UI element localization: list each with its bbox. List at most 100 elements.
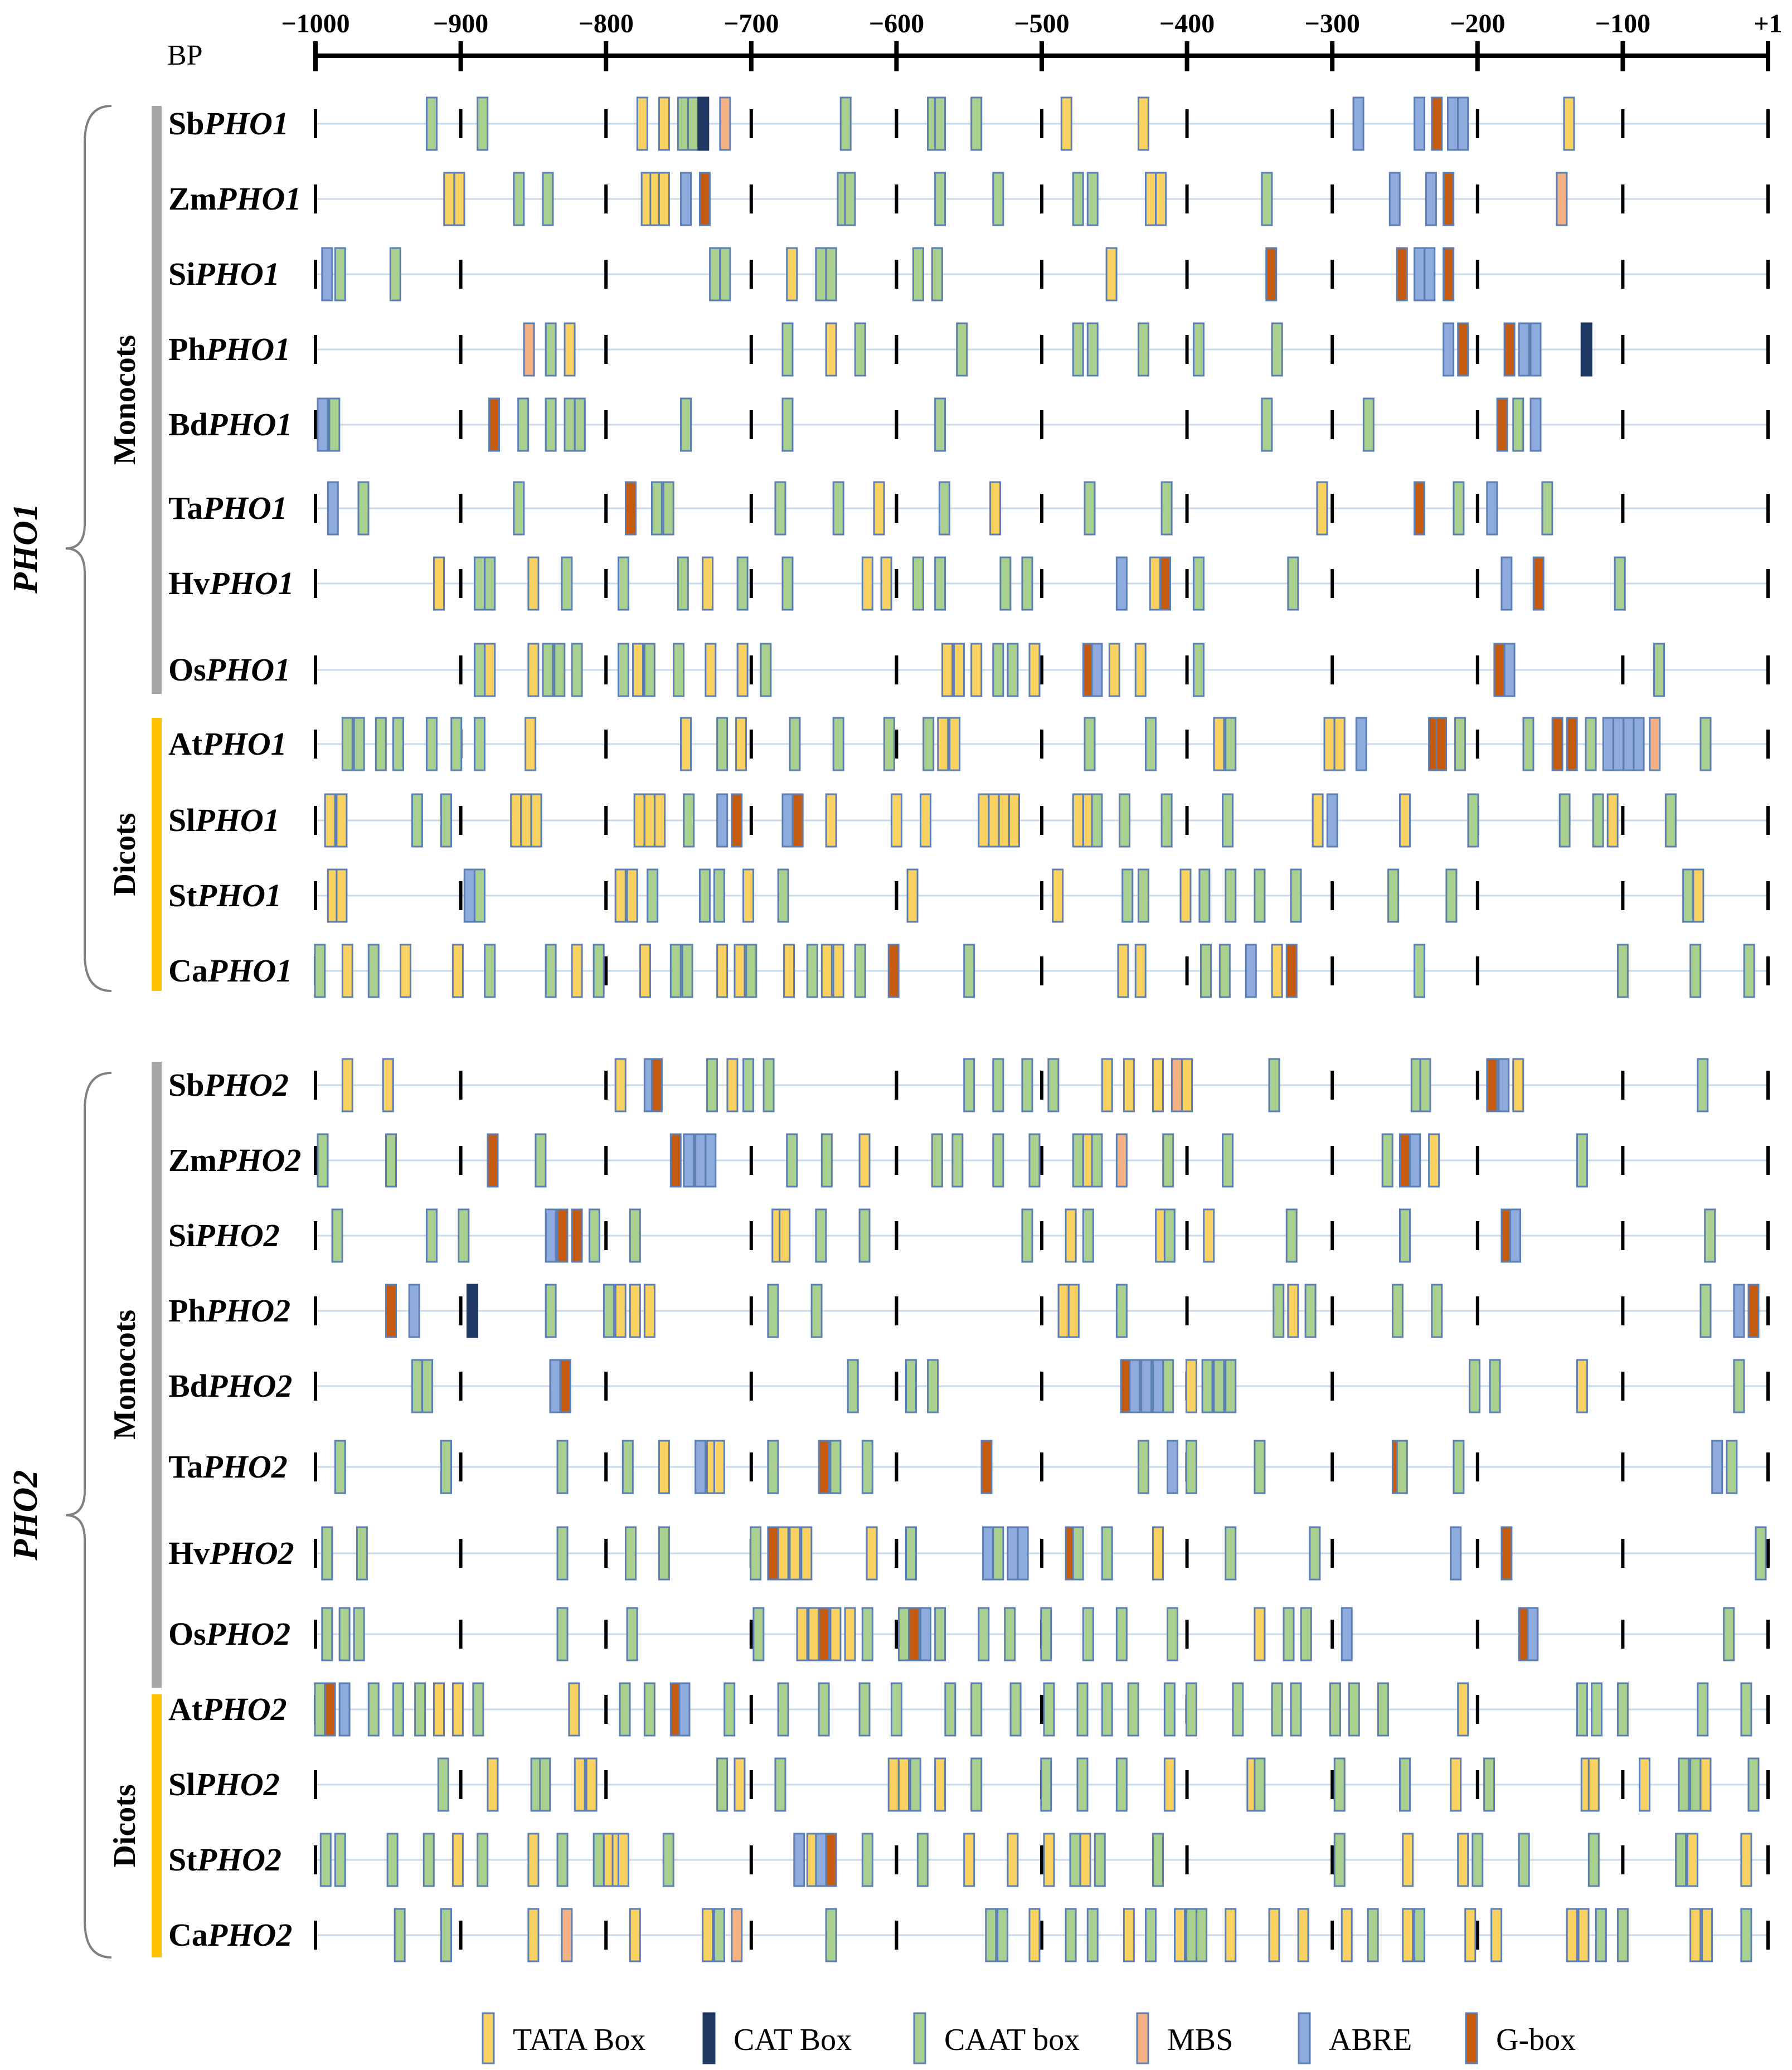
axis-tick-label: −200: [1450, 9, 1505, 38]
abre-element: [1091, 643, 1103, 697]
gene-species-prefix: Zm: [168, 181, 217, 217]
caat-element: [357, 481, 370, 536]
gene-species-prefix: Sb: [168, 105, 205, 142]
tata-element: [1043, 1833, 1055, 1887]
tata-element: [702, 1908, 714, 1962]
tata-element: [626, 868, 638, 923]
gene-name: BdPHO2: [168, 1368, 292, 1404]
gene-species-prefix: Os: [168, 652, 206, 688]
tata-element: [844, 1607, 856, 1661]
caat-element: [858, 1682, 871, 1737]
gbox-element: [1159, 556, 1172, 611]
gene-species-prefix: Ph: [168, 331, 206, 367]
abre-element: [695, 1133, 707, 1188]
gene-symbol: PHO2: [202, 1691, 286, 1727]
abre-element: [1152, 1359, 1164, 1413]
caat-element: [513, 172, 525, 226]
gene-name: SbPHO1: [168, 105, 289, 142]
gene-name: StPHO2: [168, 1841, 281, 1878]
tata-element: [571, 944, 583, 998]
caat-element: [1144, 1908, 1157, 1962]
caat-element: [774, 1757, 786, 1812]
caat-element: [1454, 717, 1466, 771]
gene-symbol: PHO1: [202, 726, 286, 762]
caat-element: [1590, 1682, 1602, 1737]
caat-element: [1254, 1757, 1266, 1812]
caat-element: [934, 397, 946, 452]
caat-element: [1084, 717, 1096, 771]
gene-species-prefix: Hv: [168, 1535, 210, 1571]
tata-element: [1740, 1833, 1752, 1887]
gene-symbol: PHO1: [206, 331, 290, 367]
axis-tick-label: +1: [1754, 9, 1782, 38]
caat-element: [477, 96, 489, 151]
tata-element: [953, 643, 965, 697]
caat-element: [334, 1833, 346, 1887]
caat-element: [742, 1058, 755, 1112]
gbox-element: [1443, 247, 1455, 302]
tata-element: [574, 1757, 586, 1812]
gbox-element: [767, 1526, 779, 1581]
abre-element: [1245, 944, 1257, 998]
tata-element: [1254, 1607, 1266, 1661]
tata-element: [1576, 1359, 1588, 1413]
gene-name: BdPHO1: [168, 406, 292, 443]
caat-element: [1086, 172, 1099, 226]
gene-rows: SbPHO1ZmPHO1SiPHO1PhPHO1BdPHO1TaPHO1HvPH…: [168, 96, 1770, 1962]
gene-species-prefix: Zm: [168, 1142, 217, 1178]
tata-element: [1213, 717, 1225, 771]
gene-row: AtPHO1: [168, 717, 1770, 771]
tata-element: [988, 793, 1000, 848]
caat-element: [1522, 717, 1534, 771]
abre-element: [1140, 1359, 1153, 1413]
caat-element: [588, 1208, 600, 1263]
tata-element: [1163, 1757, 1176, 1812]
legend-item: G-box: [1465, 2012, 1576, 2064]
gbox-element: [818, 1440, 830, 1494]
caat-element: [815, 1208, 827, 1263]
caat-element: [647, 868, 659, 923]
caat-element: [458, 1208, 470, 1263]
caat-element: [1453, 481, 1465, 536]
gene-species-prefix: Os: [168, 1616, 206, 1652]
axis-tick-label: −400: [1159, 9, 1215, 38]
gbox-element: [791, 793, 804, 848]
caat-element: [414, 1682, 426, 1737]
caat-element: [1040, 1757, 1052, 1812]
caat-element: [472, 1682, 484, 1737]
abre-element: [1446, 96, 1459, 151]
mbs-element: [1171, 1058, 1183, 1112]
caat-element: [1218, 944, 1231, 998]
caat-element: [1004, 1607, 1016, 1661]
caat-element: [1653, 643, 1665, 697]
tata-element: [887, 1757, 900, 1812]
caat-element: [421, 1359, 434, 1413]
tata-element: [735, 717, 747, 771]
caat-element: [970, 1682, 983, 1737]
pho1-group-label: PHO1: [7, 503, 45, 594]
gene-symbol: PHO1: [209, 565, 294, 601]
caat-element: [1072, 1526, 1084, 1581]
gbox-element: [385, 1284, 397, 1338]
gene-name: HvPHO1: [168, 565, 294, 601]
caat-element: [1021, 556, 1033, 611]
axis-tick-label: −700: [723, 9, 779, 38]
caat-element: [1399, 1208, 1411, 1263]
caat-element: [1222, 1133, 1234, 1188]
tata-element: [1028, 643, 1041, 697]
tata-element: [341, 944, 353, 998]
caat-element: [963, 1058, 975, 1112]
tata-element: [1065, 1208, 1077, 1263]
abre-element: [1450, 1526, 1462, 1581]
caat-element: [626, 1607, 638, 1661]
pho1-dicots-label: Dicots: [108, 813, 142, 896]
gbox-element: [650, 1058, 663, 1112]
caat-element: [1614, 556, 1626, 611]
caat-element: [321, 1607, 333, 1661]
caat-element: [997, 1908, 1009, 1962]
gbox-element: [487, 1133, 499, 1188]
tata-element: [632, 643, 644, 697]
gene-row: ZmPHO1: [168, 172, 1770, 226]
caat-element: [353, 717, 365, 771]
caat-element: [1040, 1607, 1052, 1661]
